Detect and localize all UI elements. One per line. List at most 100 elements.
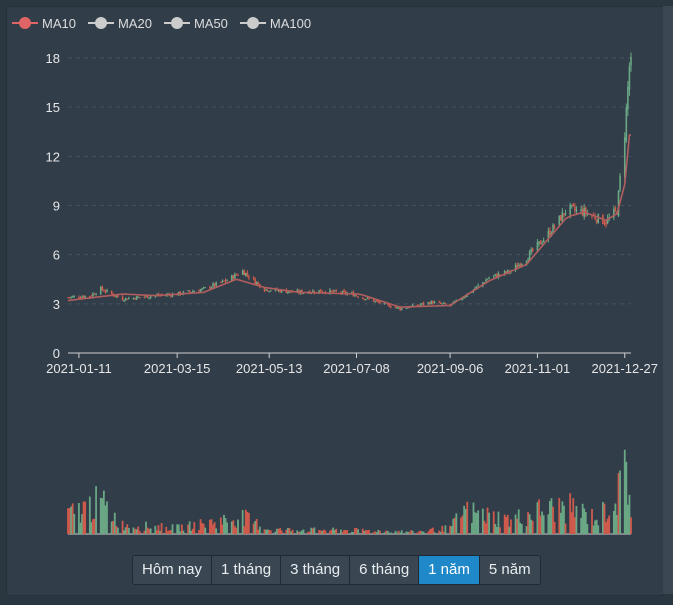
scrollbar[interactable] xyxy=(663,6,673,594)
range-button-today[interactable]: Hôm nay xyxy=(133,556,212,584)
candle-body xyxy=(386,303,389,305)
candle-body xyxy=(234,273,236,279)
volume-bar xyxy=(460,517,462,534)
volume-bar xyxy=(550,498,553,534)
candle-body xyxy=(312,290,314,293)
volume-bar xyxy=(198,530,200,534)
legend-label-ma50: MA50 xyxy=(193,15,228,31)
volume-bar xyxy=(396,532,398,534)
candle-body xyxy=(411,304,414,307)
legend-item-ma20[interactable]: MA20 xyxy=(87,16,152,31)
volume-bar xyxy=(572,498,575,534)
volume-bar xyxy=(474,512,476,534)
candle-body xyxy=(193,291,196,293)
volume-bar xyxy=(584,512,587,534)
candle-body xyxy=(212,283,214,287)
volume-bar xyxy=(244,509,247,534)
candle-body xyxy=(199,289,202,293)
volume-bar xyxy=(372,532,375,534)
candle-body xyxy=(541,243,543,245)
legend-item-ma100[interactable]: MA100 xyxy=(239,16,311,31)
volume-bar xyxy=(549,501,551,534)
candle-body xyxy=(204,287,207,289)
candle-body xyxy=(113,295,116,297)
y-tick-label: 0 xyxy=(53,346,60,361)
volume-bar xyxy=(344,530,347,534)
legend-item-ma50[interactable]: MA50 xyxy=(163,15,228,31)
range-button-1-year[interactable]: 1 năm xyxy=(418,556,479,584)
volume-bar xyxy=(558,497,561,534)
volume-bar xyxy=(223,514,225,534)
candle-body xyxy=(124,297,127,300)
volume-bar xyxy=(177,524,180,534)
candle-body xyxy=(433,301,436,304)
x-tick-label: 2021-11-01 xyxy=(505,361,571,376)
range-button-6-months[interactable]: 6 tháng xyxy=(349,556,419,584)
volume-bar xyxy=(597,525,600,534)
range-button-1-month[interactable]: 1 tháng xyxy=(211,556,281,584)
volume-bar xyxy=(442,531,445,534)
candle-body xyxy=(202,287,205,289)
volume-bar xyxy=(418,531,420,534)
volume-bar xyxy=(171,524,174,534)
candle-body xyxy=(117,295,119,297)
candle-body xyxy=(221,280,224,282)
candle-body xyxy=(82,295,85,298)
volume-bar xyxy=(279,527,281,534)
volume-bar xyxy=(438,530,441,534)
candle-body xyxy=(552,224,554,234)
volume-bar xyxy=(243,526,246,534)
volume-bar xyxy=(160,523,163,534)
volume-bar xyxy=(471,522,473,534)
candle-body xyxy=(628,66,631,90)
volume-bar xyxy=(115,526,118,534)
volume-bar xyxy=(492,511,495,534)
candle-body xyxy=(254,278,256,284)
volume-bar xyxy=(233,526,236,534)
candle-body xyxy=(103,290,105,292)
candle-body xyxy=(81,296,83,298)
volume-bar xyxy=(246,511,249,534)
candle-body xyxy=(235,274,238,276)
candle-body xyxy=(232,275,235,279)
range-button-3-months[interactable]: 3 tháng xyxy=(280,556,350,584)
legend-item-ma10[interactable]: MA10 xyxy=(12,16,76,31)
volume-bar xyxy=(464,508,467,534)
volume-bar xyxy=(444,525,447,534)
volume-bar xyxy=(364,530,367,534)
volume-bar xyxy=(102,490,105,534)
candle-body xyxy=(400,308,403,310)
volume-bar xyxy=(202,523,205,534)
volume-bar xyxy=(88,496,91,534)
volume-bar xyxy=(453,517,456,534)
volume-bar xyxy=(237,519,239,534)
volume-bar xyxy=(78,502,80,534)
volume-bar xyxy=(149,528,152,534)
volume-bar xyxy=(475,513,478,534)
volume-bar xyxy=(313,527,316,534)
volume-bar xyxy=(212,524,214,534)
volume-bar xyxy=(166,531,169,534)
volume-bar xyxy=(400,530,403,534)
volume-bar xyxy=(564,523,567,534)
y-tick-label: 12 xyxy=(46,149,60,164)
candle-body xyxy=(209,286,211,289)
volume-bar xyxy=(257,529,260,534)
volume-bar xyxy=(374,531,377,534)
volume-bar xyxy=(263,529,266,534)
candle-body xyxy=(516,264,518,268)
volume-bar xyxy=(176,524,179,534)
volume-bar xyxy=(266,529,269,534)
candle-body xyxy=(246,272,249,276)
range-button-5-years[interactable]: 5 năm xyxy=(478,556,540,584)
volume-bar xyxy=(499,527,501,534)
volume-bar xyxy=(71,503,74,534)
volume-bar xyxy=(379,530,381,534)
candle-body xyxy=(455,299,458,301)
candle-body xyxy=(344,291,347,294)
volume-bar xyxy=(449,525,451,534)
volume-bar xyxy=(366,530,369,534)
candle-body xyxy=(514,265,517,271)
volume-bar xyxy=(322,529,325,534)
